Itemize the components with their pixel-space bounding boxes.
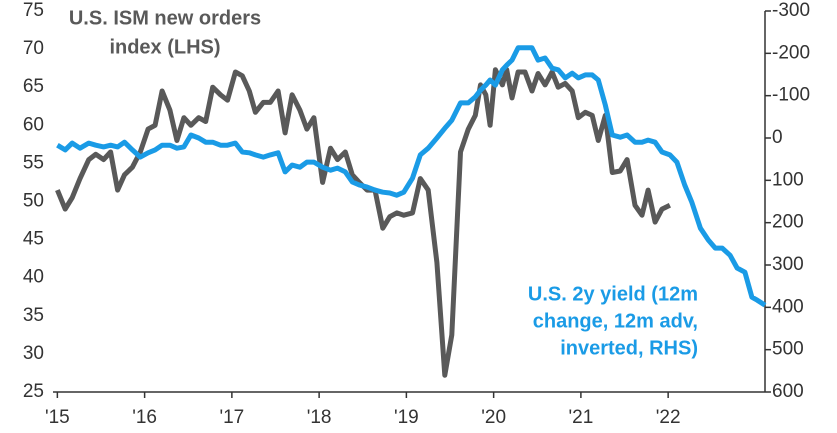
y-tick-label: 60 (23, 114, 44, 135)
series-line (56, 45, 767, 308)
annotation: U.S. ISM new orders (69, 7, 261, 29)
x-tick-label: '16 (132, 407, 157, 428)
x-tick-label: '22 (656, 407, 681, 428)
y2-tick-label: 600 (772, 381, 804, 402)
y2-tick-label: 500 (772, 339, 804, 360)
y2-tick-label: 100 (772, 169, 804, 190)
x-tick-label: '20 (481, 407, 506, 428)
y-tick-label: 50 (23, 191, 44, 212)
x-tick-label: '18 (307, 407, 332, 428)
y2-tick-label: 400 (772, 296, 804, 317)
x-tick-label: '19 (394, 407, 419, 428)
y-tick-label: 45 (23, 229, 44, 250)
y-tick-label: 25 (23, 381, 44, 402)
y-tick-label: 65 (23, 76, 44, 97)
annotation: change, 12m adv, (533, 310, 698, 332)
y2-tick-label: 300 (772, 254, 804, 275)
annotation: index (LHS) (109, 36, 220, 58)
annotation: U.S. 2y yield (12m (528, 283, 698, 305)
x-tick-label: '15 (45, 407, 70, 428)
y2-tick-label: 200 (772, 212, 804, 233)
y2-tick-label: -200 (772, 42, 810, 63)
x-tick-label: '21 (569, 407, 594, 428)
y2-tick-label: -300 (772, 0, 810, 21)
y-tick-label: 30 (23, 343, 44, 364)
y-tick-label: 70 (23, 38, 44, 59)
y-tick-label: 40 (23, 267, 44, 288)
y2-tick-label: -100 (772, 85, 810, 106)
annotation: inverted, RHS) (560, 337, 698, 359)
y2-tick-label: 0 (772, 127, 783, 148)
y-tick-label: 35 (23, 305, 44, 326)
x-tick-label: '17 (219, 407, 244, 428)
y-tick-label: 75 (23, 0, 44, 21)
y-tick-label: 55 (23, 152, 44, 173)
